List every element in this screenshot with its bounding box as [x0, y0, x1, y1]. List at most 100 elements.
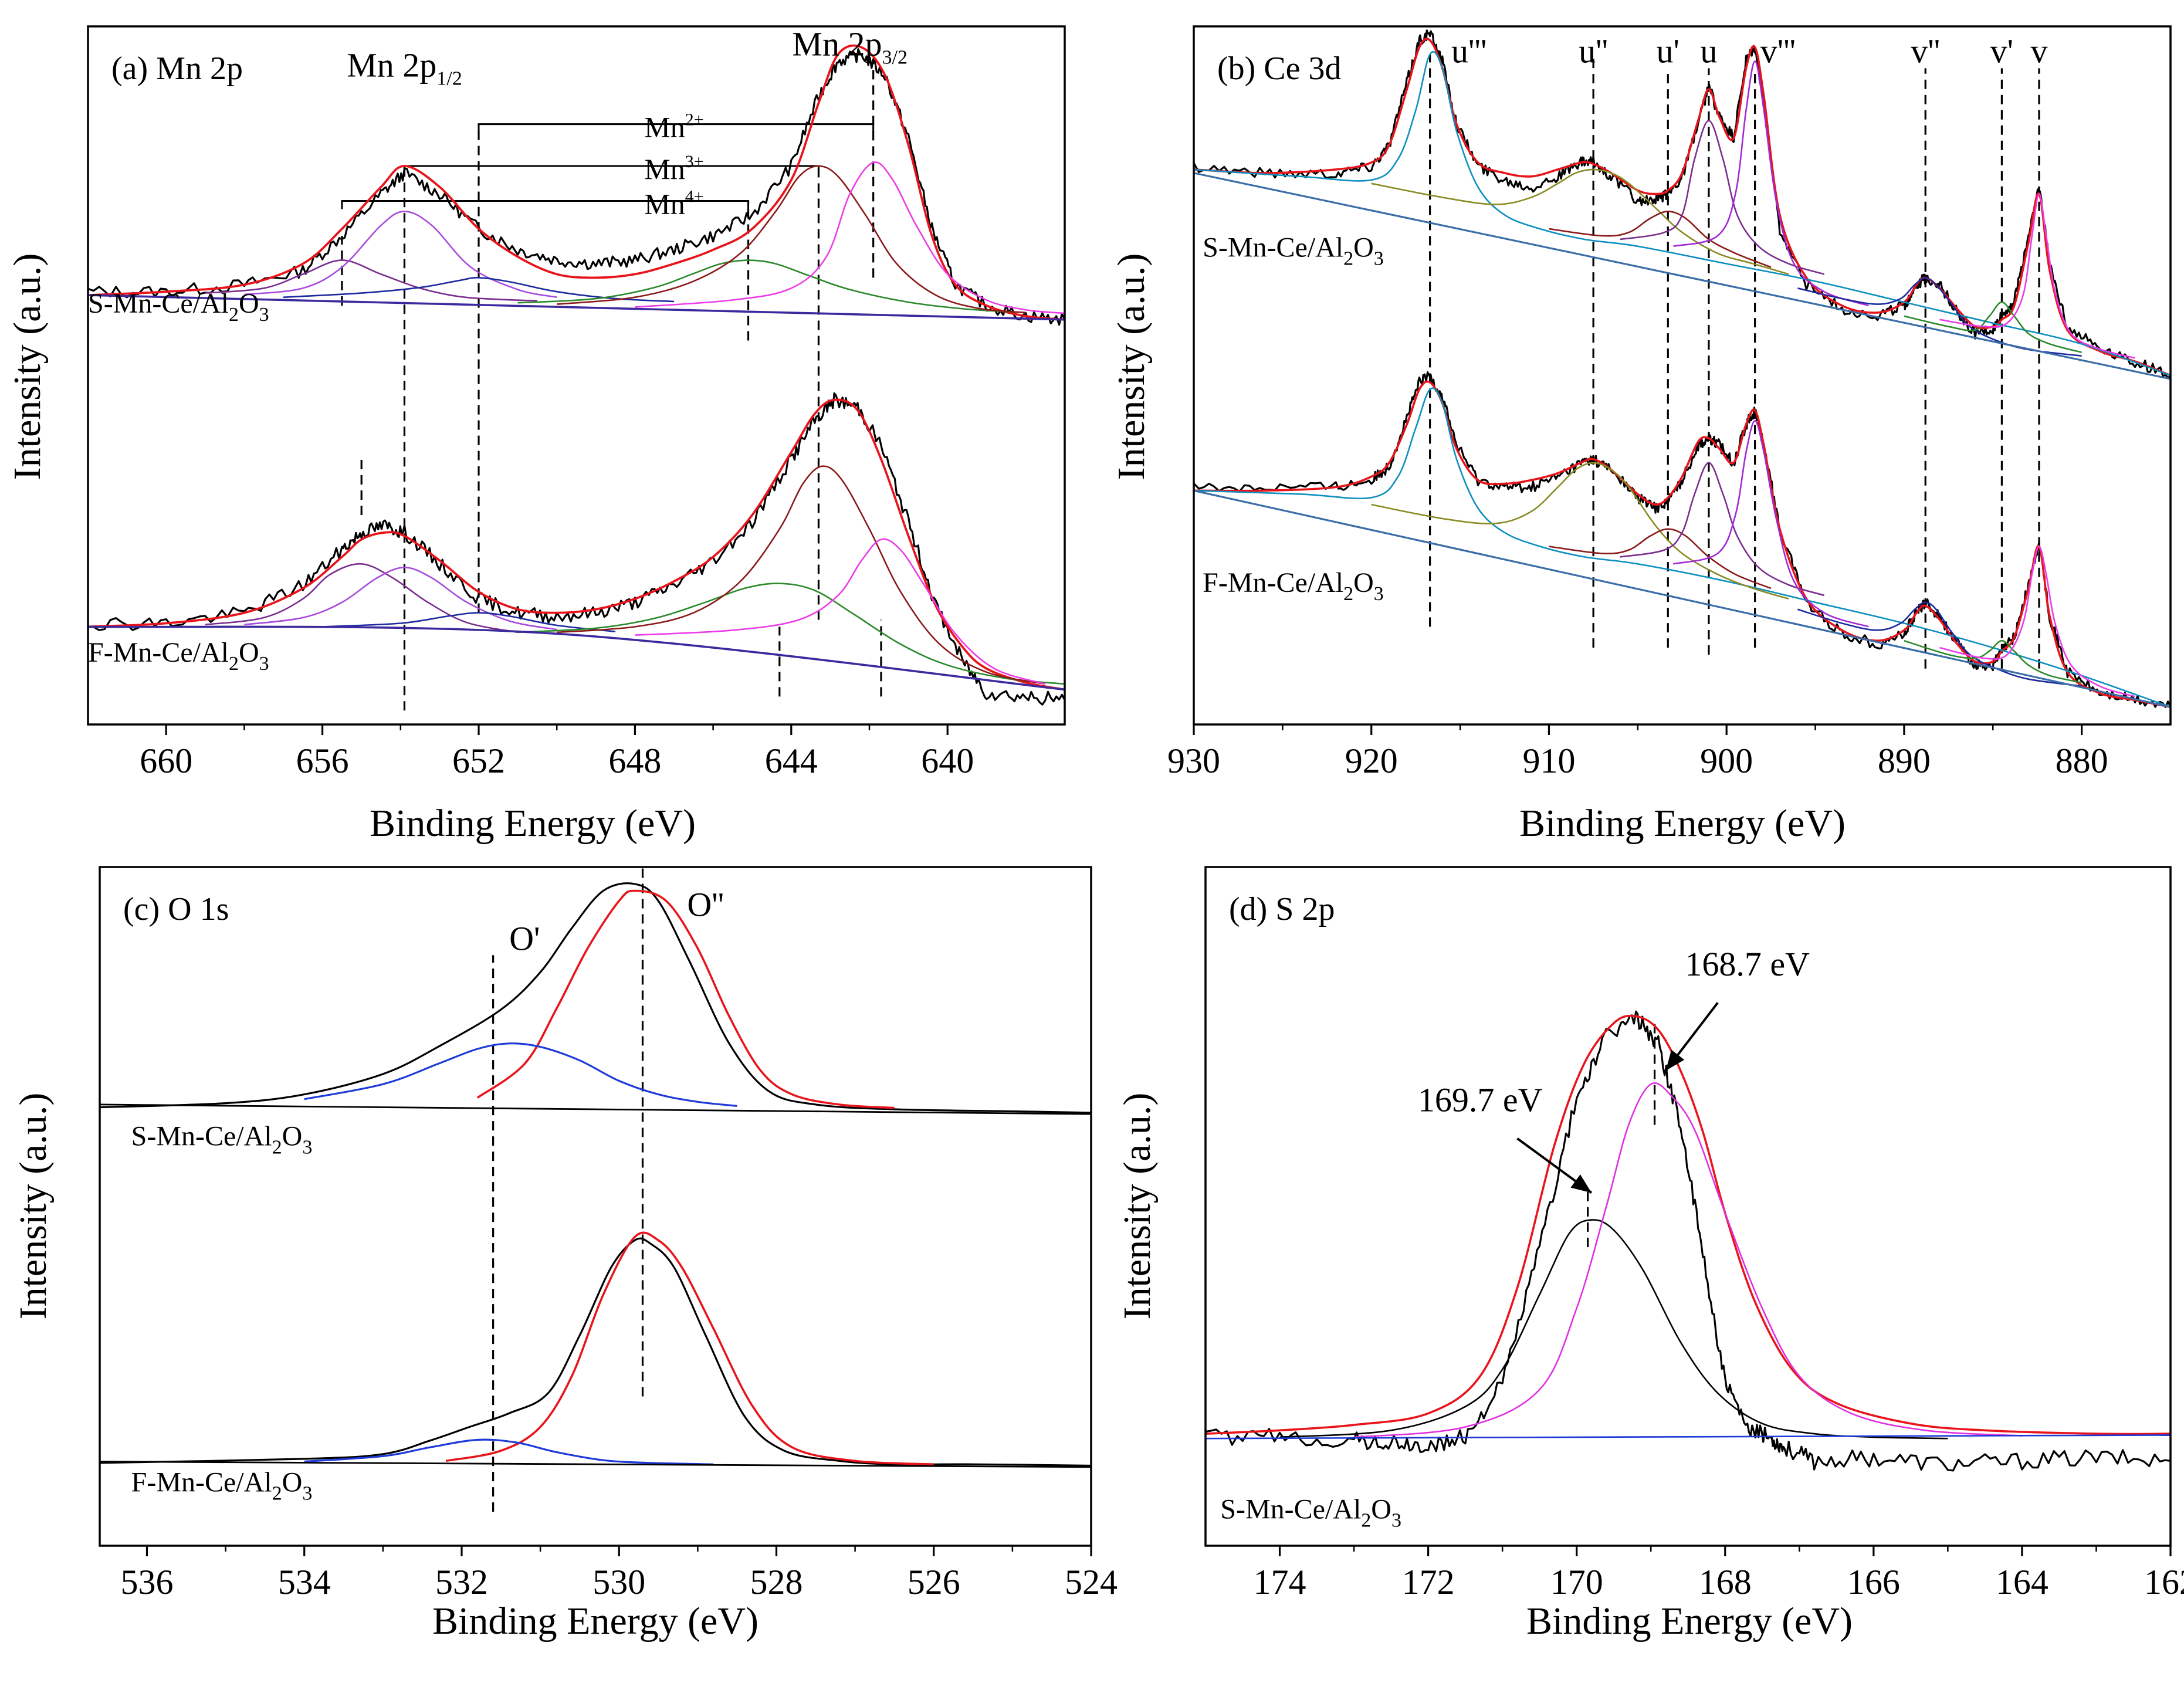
series-f-mn2-2p1-2: [322, 612, 616, 632]
series-f-u-component: [1549, 528, 1772, 590]
x-tick-label: 162: [2144, 1563, 2184, 1601]
peak-label: u': [1657, 32, 1680, 70]
x-tick-label: 168: [1699, 1563, 1752, 1601]
series-experimental: [1206, 1010, 2171, 1472]
x-axis-label: Binding Energy (eV): [370, 802, 696, 845]
sample-label: F-Mn-Ce/Al2O3: [88, 637, 269, 675]
peak-label: Mn 2p3/2: [792, 25, 908, 69]
series-s-fitted-envelope: [88, 44, 1065, 321]
panel-title: (c) O 1s: [123, 891, 229, 927]
x-tick-label: 170: [1550, 1563, 1603, 1601]
x-axis-label: Binding Energy (eV): [1526, 1600, 1853, 1643]
y-axis-label: Intensity (a.u.): [1116, 1093, 1159, 1320]
y-axis-label: Intensity (a.u.): [6, 253, 49, 480]
valence-bracket: [341, 200, 750, 209]
series-f-mn4-2p1-2: [205, 563, 518, 634]
annotation-arrow-head: [1665, 1049, 1685, 1071]
series-s-o-component: [304, 1042, 737, 1107]
x-tick-label: 532: [435, 1563, 488, 1601]
series-s-experimental: [100, 882, 1091, 1114]
x-tick-label: 656: [296, 741, 349, 780]
y-axis-label: Intensity (a.u.): [1110, 253, 1153, 480]
series-s-experimental: [1194, 29, 2171, 380]
series-f-experimental: [1194, 371, 2171, 708]
panel-d-s-2p: 174 172 170 168 166 164 162 Binding Energy (eV)…: [1116, 866, 2184, 1643]
series-s-mn3-2p1-2: [244, 211, 557, 298]
x-tick-label: 880: [2056, 741, 2108, 780]
panel-c-o-1s: 536 534 532 530 528 526 524 Binding Energy (eV)…: [12, 866, 1118, 1643]
series-fitted-envelope: [1206, 1014, 2171, 1435]
series-f-v-component: [1939, 546, 2135, 697]
series-s-fitted-envelope: [476, 889, 895, 1109]
series-f-mn2-2p3-2: [635, 538, 1046, 685]
series-f-fitted-envelope: [88, 398, 1065, 691]
series-f-u-component: [1194, 387, 2171, 708]
peak-label: u''': [1451, 32, 1487, 70]
peak-label: u: [1700, 32, 1717, 70]
valence-label: Mn3+: [644, 152, 703, 185]
x-tick-label: 172: [1402, 1563, 1455, 1601]
axes-frame: [99, 866, 1092, 1547]
series-f-v-component: [1797, 601, 2082, 687]
panel-a-mn-2p: Mn2+ Mn3+Mn4+ 660 656 652 648 644 640 Binding En…: [6, 25, 1066, 845]
series-s-background: [100, 1103, 1091, 1115]
valence-label: Mn2+: [644, 110, 703, 144]
series-s-v-component: [1673, 60, 1869, 307]
valence-label: Mn4+: [644, 187, 703, 221]
series-s-mn4-2p1-2: [205, 259, 537, 302]
series-f-background: [1194, 489, 2171, 708]
x-tick-label: 174: [1254, 1563, 1306, 1601]
panel-title: (d) S 2p: [1229, 891, 1335, 927]
x-tick-label: 652: [452, 741, 505, 780]
axes-frame: [87, 25, 1066, 726]
x-tick-label: 534: [278, 1563, 331, 1601]
peak-label: v': [1990, 32, 2013, 70]
axes-frame: [1193, 25, 2172, 726]
series-s-background: [88, 294, 1065, 321]
x-tick-label: 910: [1522, 741, 1575, 780]
peak-label: u'': [1579, 32, 1608, 70]
x-tick-label: 660: [140, 741, 192, 780]
x-tick-label: 900: [1700, 741, 1753, 780]
series-background: [1206, 1434, 2171, 1440]
x-tick-label: 640: [921, 741, 974, 780]
x-tick-label: 164: [1996, 1563, 2048, 1601]
x-tick-label: 536: [120, 1563, 173, 1601]
x-tick-label: 528: [750, 1563, 803, 1601]
series-f-mn4-2p3-2: [517, 583, 1065, 685]
series-s-u-component: [1620, 120, 1825, 275]
series-s-u-component: [1549, 211, 1772, 268]
sample-label: F-Mn-Ce/Al2O3: [131, 1467, 313, 1504]
peak-label: v: [2030, 32, 2047, 70]
series-s-fitted-envelope: [1194, 38, 2171, 377]
peak-label: O'': [687, 885, 724, 923]
sample-label: S-Mn-Ce/Al2O3: [1220, 1494, 1401, 1532]
peak-label: v'': [1911, 32, 1940, 70]
series-s-experimental: [88, 48, 1065, 326]
series-s-background: [1194, 172, 2171, 380]
x-axis-label: Binding Energy (eV): [432, 1600, 759, 1643]
x-tick-label: 930: [1167, 741, 1220, 780]
series-s-v-component: [1939, 193, 2135, 359]
peak-label: Mn 2p1/2: [347, 46, 462, 89]
series-s-mn2-2p3-2: [635, 161, 1065, 314]
sample-label: F-Mn-Ce/Al2O3: [1203, 567, 1384, 605]
series-s-mn3-2p3-2: [557, 165, 1026, 314]
sample-label: S-Mn-Ce/Al2O3: [88, 288, 269, 326]
axes-frame: [1204, 866, 2172, 1547]
valence-bracket: [478, 123, 875, 133]
series-168-7-ev-component: [1353, 1082, 2022, 1438]
peak-annotation: 169.7 eV: [1418, 1081, 1543, 1119]
panel-title: (a) Mn 2p: [111, 50, 243, 87]
panel-b-ce-3d: 930 920 910 900 890 880 Binding Energy (eV) Int…: [1110, 25, 2172, 845]
series-f-o-component: [304, 1438, 714, 1465]
x-tick-label: 530: [592, 1563, 645, 1601]
x-axis-label: Binding Energy (eV): [1519, 802, 1846, 845]
series-f-v-component: [1673, 420, 1869, 628]
annotation-arrow-head: [1570, 1174, 1592, 1193]
series-s-u-component: [1194, 50, 2171, 377]
series-s-u-component: [1371, 168, 1789, 275]
series-f-background: [88, 625, 1065, 691]
series-f-mn3-2p1-2: [244, 567, 557, 631]
